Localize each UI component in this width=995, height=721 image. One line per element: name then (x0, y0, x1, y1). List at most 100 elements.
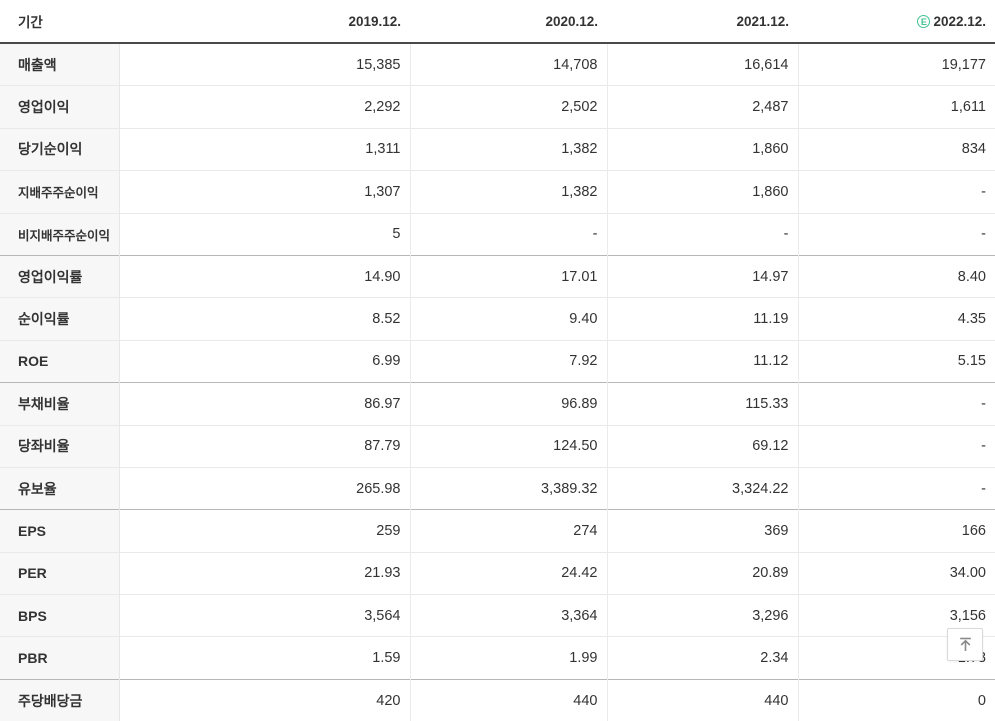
table-row: 영업이익률 14.90 17.01 14.97 8.40 (0, 254, 995, 298)
value-cell: 440 (410, 678, 608, 721)
row-label: 영업이익률 (0, 254, 120, 298)
value-cell: 5.15 (798, 339, 995, 383)
scroll-to-top-button[interactable] (947, 628, 983, 661)
estimate-badge-icon: E (917, 14, 931, 28)
col-header-2019-12: 2019.12. (119, 0, 410, 44)
value-cell: - (410, 212, 608, 256)
value-cell: 2,502 (410, 85, 608, 129)
value-cell: 1.99 (410, 636, 608, 680)
value-cell: 34.00 (798, 551, 995, 595)
value-cell: 1.59 (119, 636, 411, 680)
value-cell: 96.89 (410, 382, 608, 426)
value-cell: 11.12 (607, 339, 799, 383)
row-label: 비지배주주순이익 (0, 212, 120, 256)
table-row: 매출액 15,385 14,708 16,614 19,177 (0, 43, 995, 86)
value-cell: - (798, 424, 995, 468)
value-cell: 1,860 (607, 127, 799, 171)
table-row: 주당배당금 420 440 440 0 (0, 678, 995, 721)
table-body: 매출액 15,385 14,708 16,614 19,177 영업이익 2,292 2,50… (0, 43, 995, 721)
value-cell: 87.79 (119, 424, 411, 468)
row-label: 부채비율 (0, 382, 120, 426)
table-row: ROE 6.99 7.92 11.12 5.15 (0, 339, 995, 383)
value-cell: 259 (119, 509, 411, 553)
value-cell: - (798, 212, 995, 256)
row-label: EPS (0, 509, 120, 553)
row-label: 영업이익 (0, 85, 120, 129)
value-cell: 19,177 (798, 43, 995, 86)
value-cell: 14,708 (410, 43, 608, 86)
table-row: EPS 259 274 369 166 (0, 509, 995, 553)
value-cell: 21.93 (119, 551, 411, 595)
period-header-label: 기간 (0, 0, 119, 44)
table-row: 당기순이익 1,311 1,382 1,860 834 (0, 127, 995, 171)
value-cell: 3,296 (607, 594, 799, 637)
row-label: 유보율 (0, 466, 120, 510)
value-cell: 15,385 (119, 43, 411, 86)
value-cell: 5 (119, 212, 411, 256)
table-header-row: 기간 2019.12. 2020.12. 2021.12. E 2022.12. (0, 0, 995, 44)
value-cell: 115.33 (607, 382, 799, 426)
value-cell: 14.97 (607, 254, 799, 298)
value-cell: 8.52 (119, 297, 411, 341)
table-row: 순이익률 8.52 9.40 11.19 4.35 (0, 297, 995, 341)
value-cell: 17.01 (410, 254, 608, 298)
value-cell: 1,382 (410, 170, 608, 214)
value-cell: 420 (119, 678, 411, 721)
value-cell: 2,292 (119, 85, 411, 129)
row-label: 매출액 (0, 43, 120, 86)
value-cell: 8.40 (798, 254, 995, 298)
table-row: BPS 3,564 3,364 3,296 3,156 (0, 594, 995, 637)
value-cell: 9.40 (410, 297, 608, 341)
value-cell: 274 (410, 509, 608, 553)
value-cell: 265.98 (119, 466, 411, 510)
value-cell: 4.35 (798, 297, 995, 341)
arrow-to-top-icon (957, 636, 974, 653)
table-row: 유보율 265.98 3,389.32 3,324.22- (0, 466, 995, 510)
table-row: 지배주주순이익 1,307 1,382 1,860- (0, 170, 995, 214)
value-cell: 3,324.22 (607, 466, 799, 510)
value-cell: 86.97 (119, 382, 411, 426)
value-cell: 2,487 (607, 85, 799, 129)
row-label: ROE (0, 339, 120, 383)
value-cell: - (798, 466, 995, 510)
value-cell: - (798, 170, 995, 214)
value-cell: 69.12 (607, 424, 799, 468)
col-header-2020-12: 2020.12. (410, 0, 607, 44)
row-label: 당좌비율 (0, 424, 120, 468)
table-row: 영업이익 2,292 2,502 2,487 1,611 (0, 85, 995, 129)
row-label: BPS (0, 594, 120, 637)
value-cell: 24.42 (410, 551, 608, 595)
value-cell: 2.34 (607, 636, 799, 680)
value-cell: - (607, 212, 799, 256)
row-label: 순이익률 (0, 297, 120, 341)
value-cell: 6.99 (119, 339, 411, 383)
table-row: 부채비율 86.97 96.89 115.33- (0, 382, 995, 426)
value-cell: 166 (798, 509, 995, 553)
row-label: PBR (0, 636, 120, 680)
table-row: PER 21.93 24.42 20.89 34.00 (0, 551, 995, 595)
row-label: 주당배당금 (0, 678, 120, 721)
row-label: PER (0, 551, 120, 595)
value-cell: 7.92 (410, 339, 608, 383)
value-cell: 440 (607, 678, 799, 721)
value-cell: 1,311 (119, 127, 411, 171)
table-row: 비지배주주순이익 5- - - (0, 212, 995, 256)
col-header-2022-12-label: 2022.12. (933, 13, 986, 29)
value-cell: 124.50 (410, 424, 608, 468)
col-header-2022-12: E 2022.12. (798, 0, 995, 44)
value-cell: 1,611 (798, 85, 995, 129)
value-cell: 834 (798, 127, 995, 171)
value-cell: 3,389.32 (410, 466, 608, 510)
value-cell: 1,307 (119, 170, 411, 214)
value-cell: 3,364 (410, 594, 608, 637)
value-cell: 14.90 (119, 254, 411, 298)
table-row: 당좌비율 87.79 124.50 69.12- (0, 424, 995, 468)
value-cell: 20.89 (607, 551, 799, 595)
row-label: 지배주주순이익 (0, 170, 120, 214)
value-cell: 16,614 (607, 43, 799, 86)
value-cell: 369 (607, 509, 799, 553)
value-cell: 3,564 (119, 594, 411, 637)
value-cell: 1,382 (410, 127, 608, 171)
